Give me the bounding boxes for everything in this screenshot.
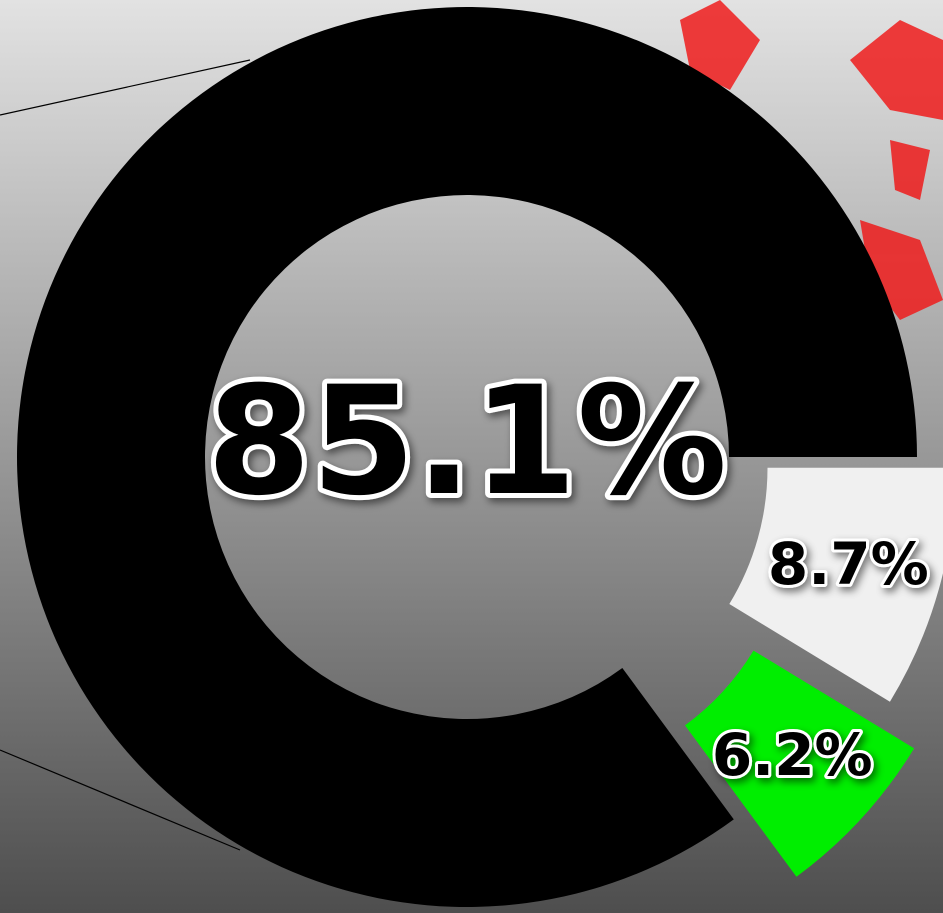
value-label: 85.1%	[207, 355, 727, 529]
value-label: 8.7%	[768, 530, 929, 598]
chart: 8.7% 6.2% 85.1%	[0, 0, 943, 913]
value-label: 6.2%	[712, 721, 873, 789]
